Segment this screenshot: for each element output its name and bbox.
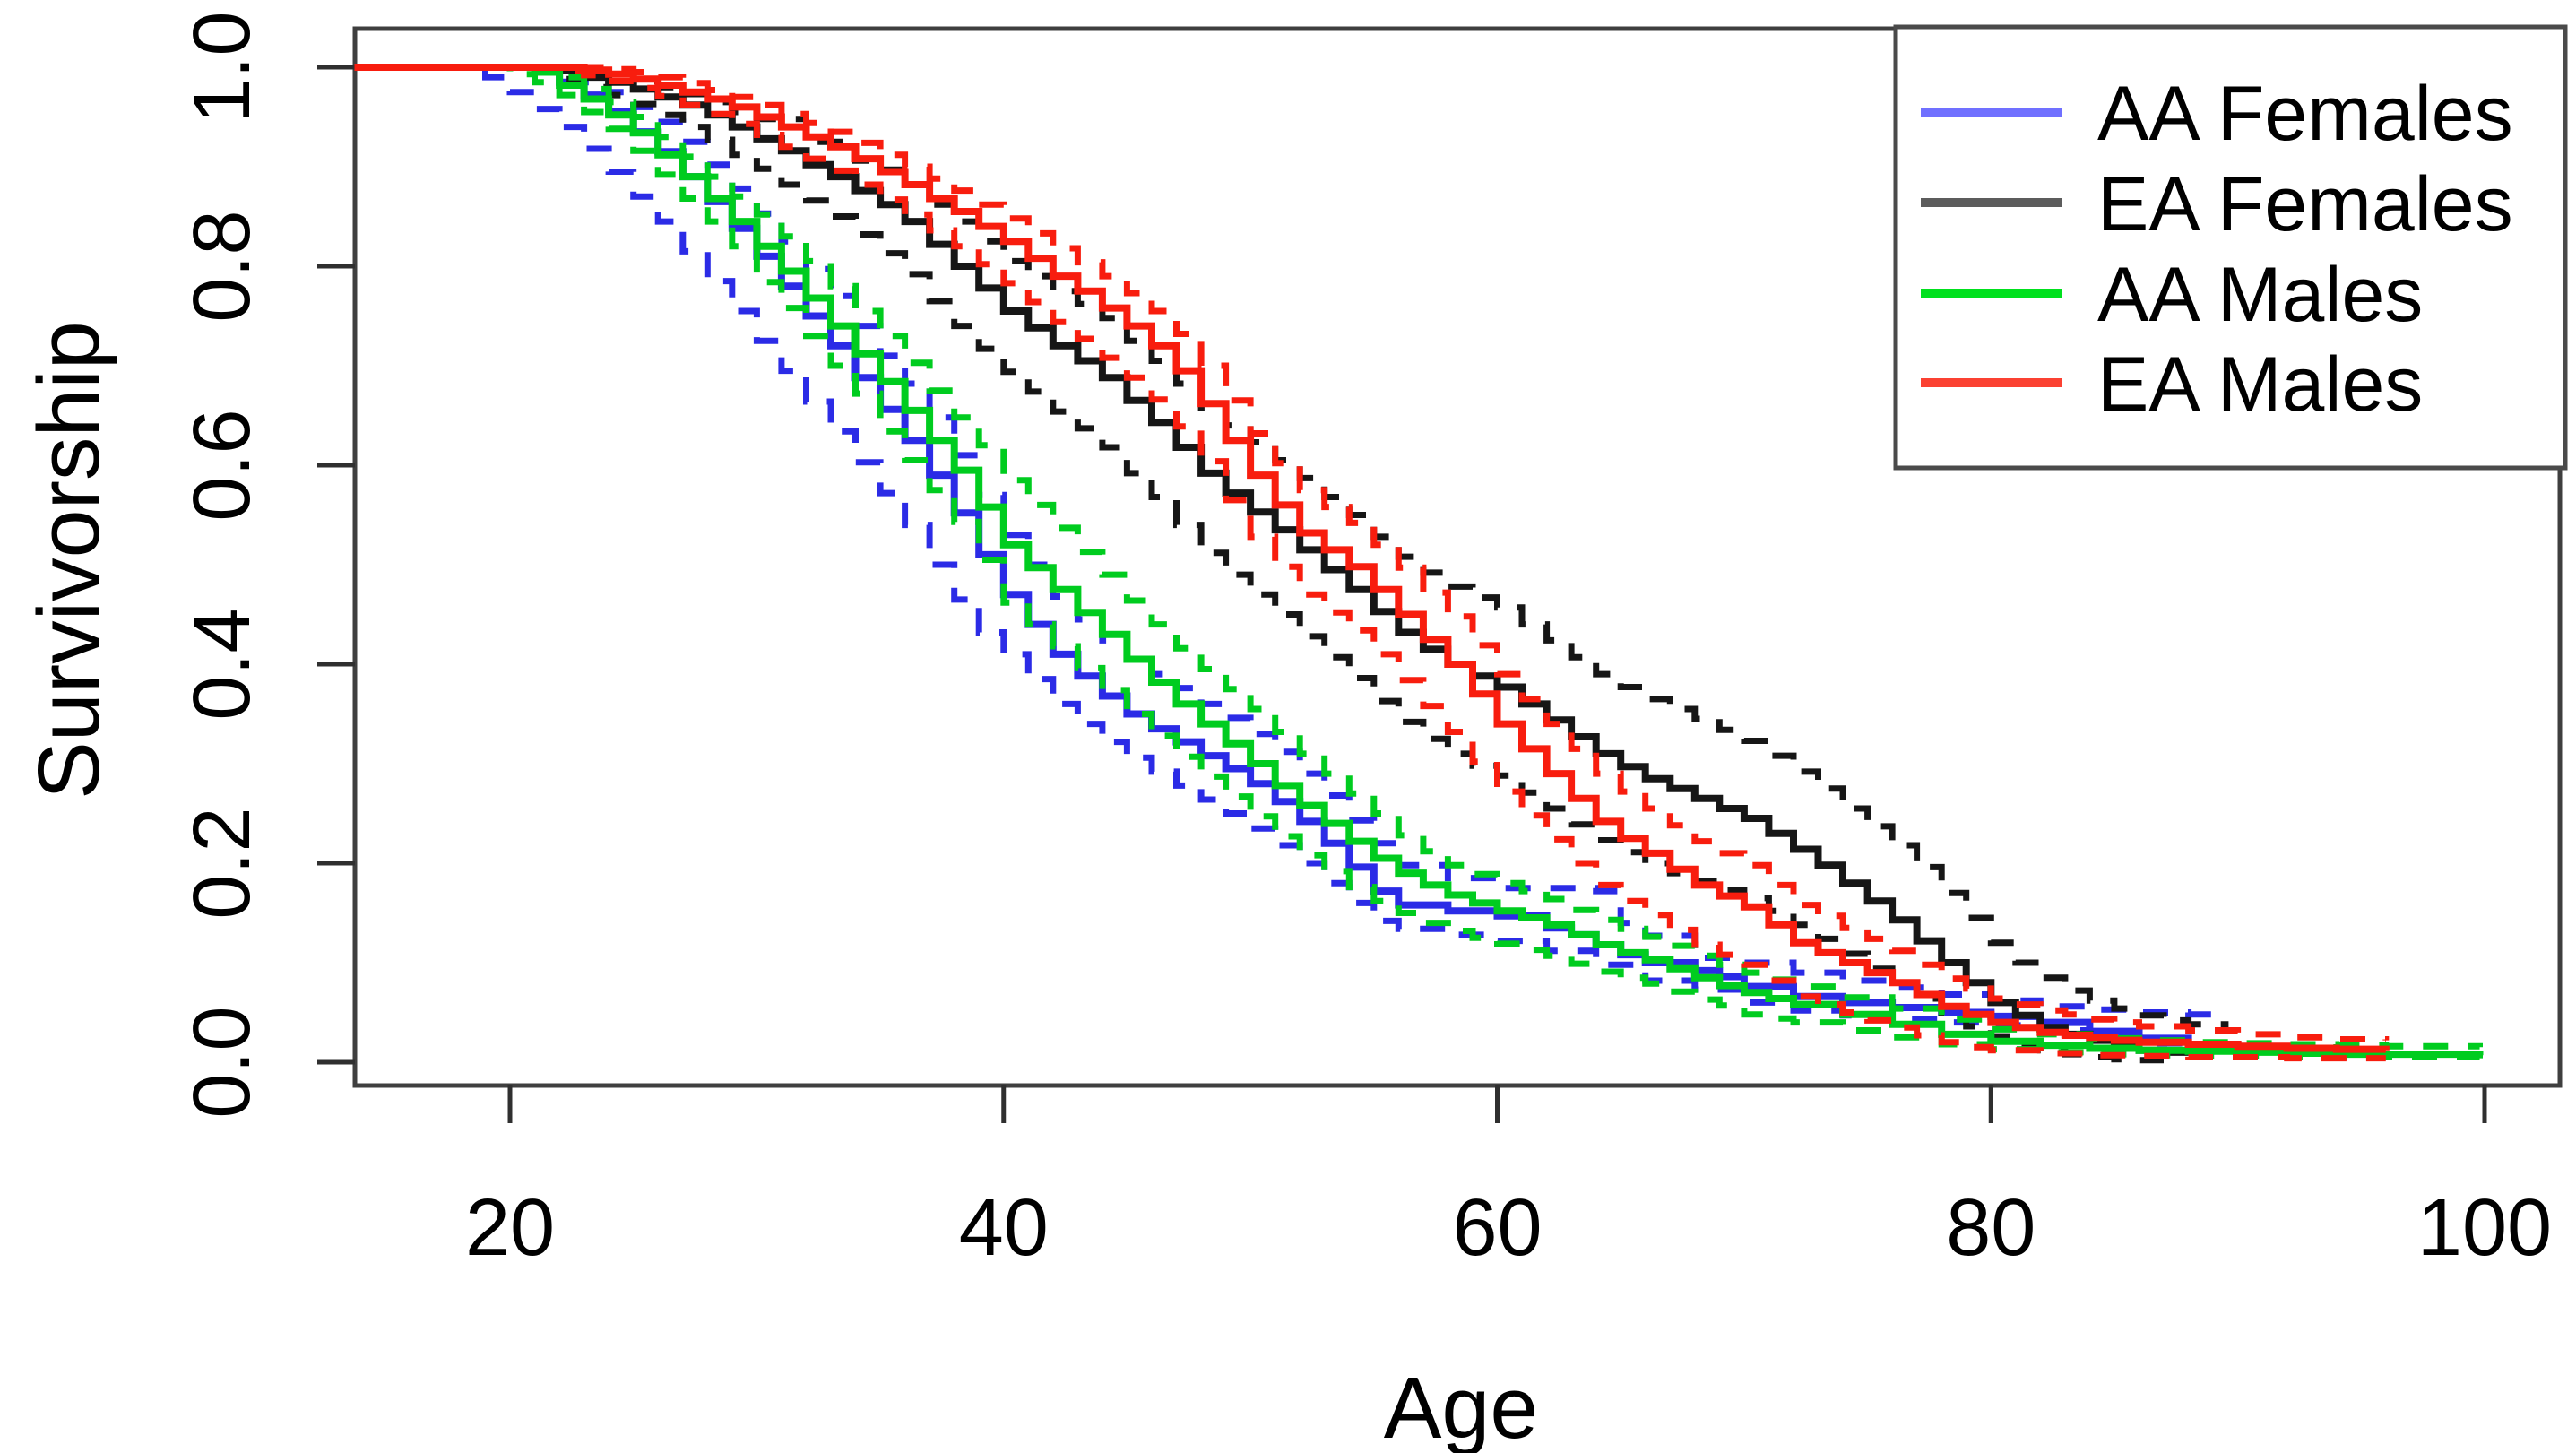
series-ea-males-ci-lower: [354, 64, 2386, 1062]
x-tick-label: 80: [1946, 1183, 2036, 1273]
legend-box: [1893, 24, 2568, 471]
series-ea-females-ci-lower: [354, 64, 2164, 1064]
x-tick-label: 60: [1452, 1183, 1542, 1273]
series-aa-males-ci-lower: [354, 64, 2483, 1060]
x-tick-label: 20: [465, 1183, 555, 1273]
axes-layer: 20 40 60 80 100 0.0 0.2 0.4 0.6 0.8 1.0: [177, 11, 2552, 1273]
y-tick-label: 0.8: [177, 210, 267, 322]
x-tick-label: 100: [2417, 1183, 2552, 1273]
legend-label-ea-females: EA Females: [2097, 161, 2513, 247]
plot-box: [352, 26, 2563, 1088]
y-tick-label: 0.0: [177, 1006, 267, 1118]
y-axis-title: Survivorship: [20, 321, 117, 800]
y-tick-label: 0.2: [177, 807, 267, 919]
x-tick-label: 40: [959, 1183, 1049, 1273]
y-tick-label: 0.4: [177, 608, 267, 720]
series-aa-males-solid: [354, 64, 2484, 1059]
legend-label-aa-males: AA Males: [2097, 252, 2423, 338]
y-tick-label: 1.0: [177, 11, 267, 123]
series-ea-males-solid: [354, 64, 2390, 1053]
legend-label-aa-females: AA Females: [2097, 71, 2513, 157]
y-tick-label: 0.6: [177, 409, 267, 521]
x-axis-title: Age: [1384, 1359, 1539, 1453]
series-aa-males-ci-upper: [354, 64, 2483, 1050]
series-ea-males-ci-upper: [354, 64, 2390, 1042]
legend-label-ea-males: EA Males: [2097, 342, 2423, 428]
series-aa-females-solid: [354, 64, 2291, 1053]
curves-layer: [354, 64, 2484, 1064]
